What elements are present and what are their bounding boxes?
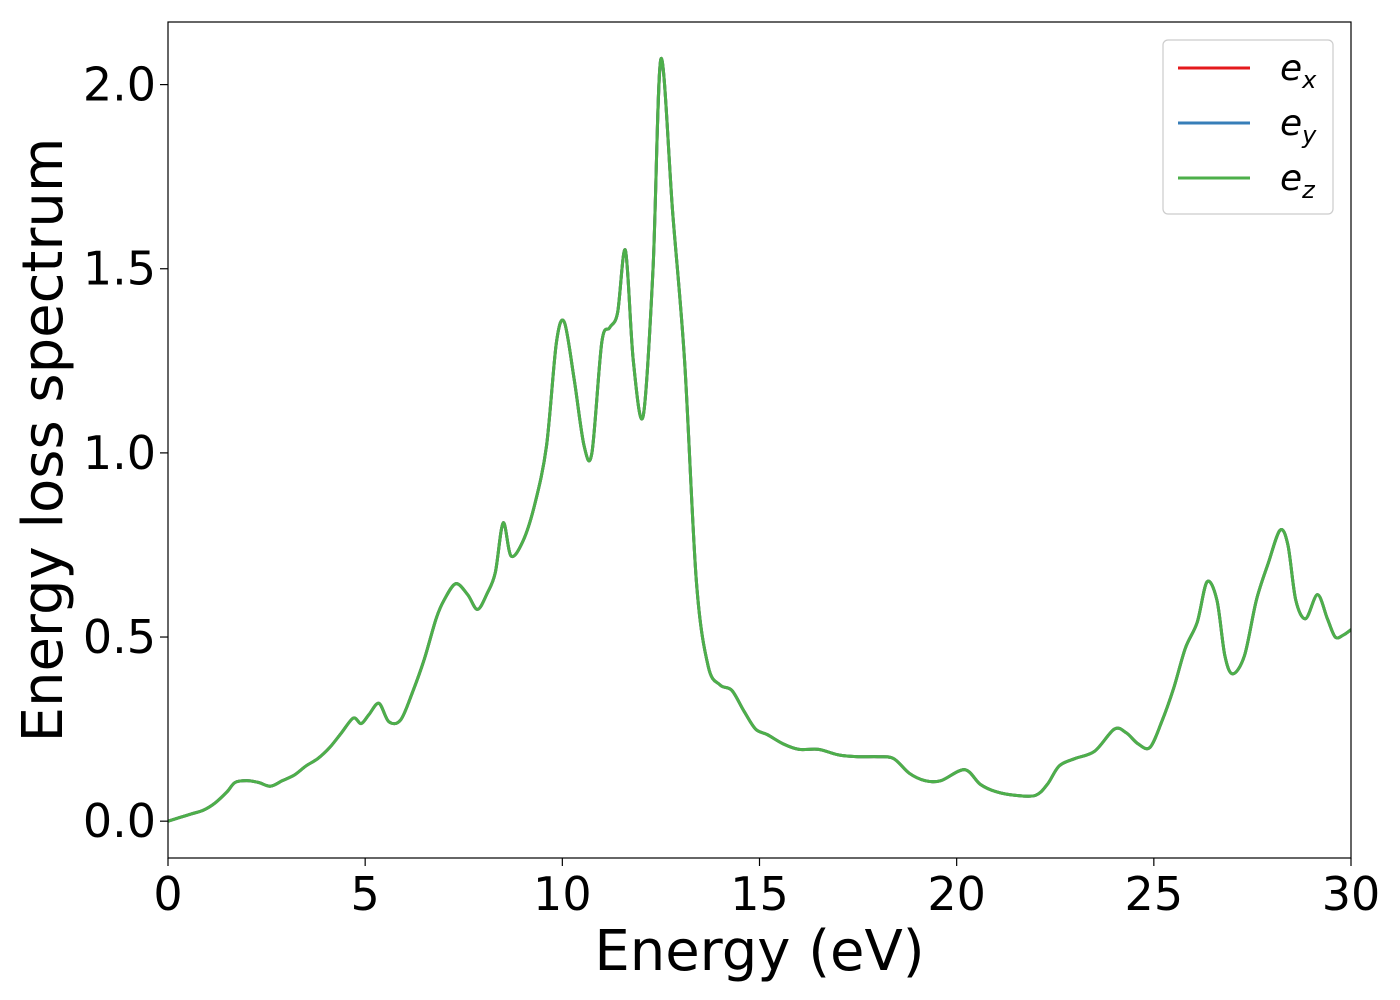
legend: ex ey ez [1162, 39, 1334, 215]
y-tick-label: 0.0 [83, 794, 156, 848]
x-tick-label: 5 [351, 867, 380, 921]
series-line-e-z [168, 57, 1351, 823]
x-tick-label: 20 [927, 867, 986, 921]
x-tick-label: 25 [1125, 867, 1184, 921]
y-axis-title: Energy loss spectrum [11, 138, 76, 743]
legend-label-e-x: ex [1280, 48, 1317, 94]
y-axis: 0.0 0.5 1.0 1.5 2.0 [83, 58, 168, 848]
legend-frame [1162, 39, 1334, 215]
x-tick-label: 0 [153, 867, 182, 921]
y-tick-label: 2.0 [83, 58, 156, 112]
x-tick-label: 15 [730, 867, 789, 921]
x-tick-label: 10 [533, 867, 592, 921]
series-layer [168, 57, 1351, 823]
x-axis: 0 5 10 15 20 25 30 [153, 858, 1380, 921]
y-tick-label: 1.0 [83, 426, 156, 480]
legend-label-e-y: ey [1280, 103, 1317, 149]
legend-label-e-z: ez [1280, 158, 1316, 204]
y-tick-label: 0.5 [83, 610, 156, 664]
x-axis-title: Energy (eV) [594, 919, 924, 984]
y-tick-label: 1.5 [83, 242, 156, 296]
x-tick-label: 30 [1322, 867, 1381, 921]
